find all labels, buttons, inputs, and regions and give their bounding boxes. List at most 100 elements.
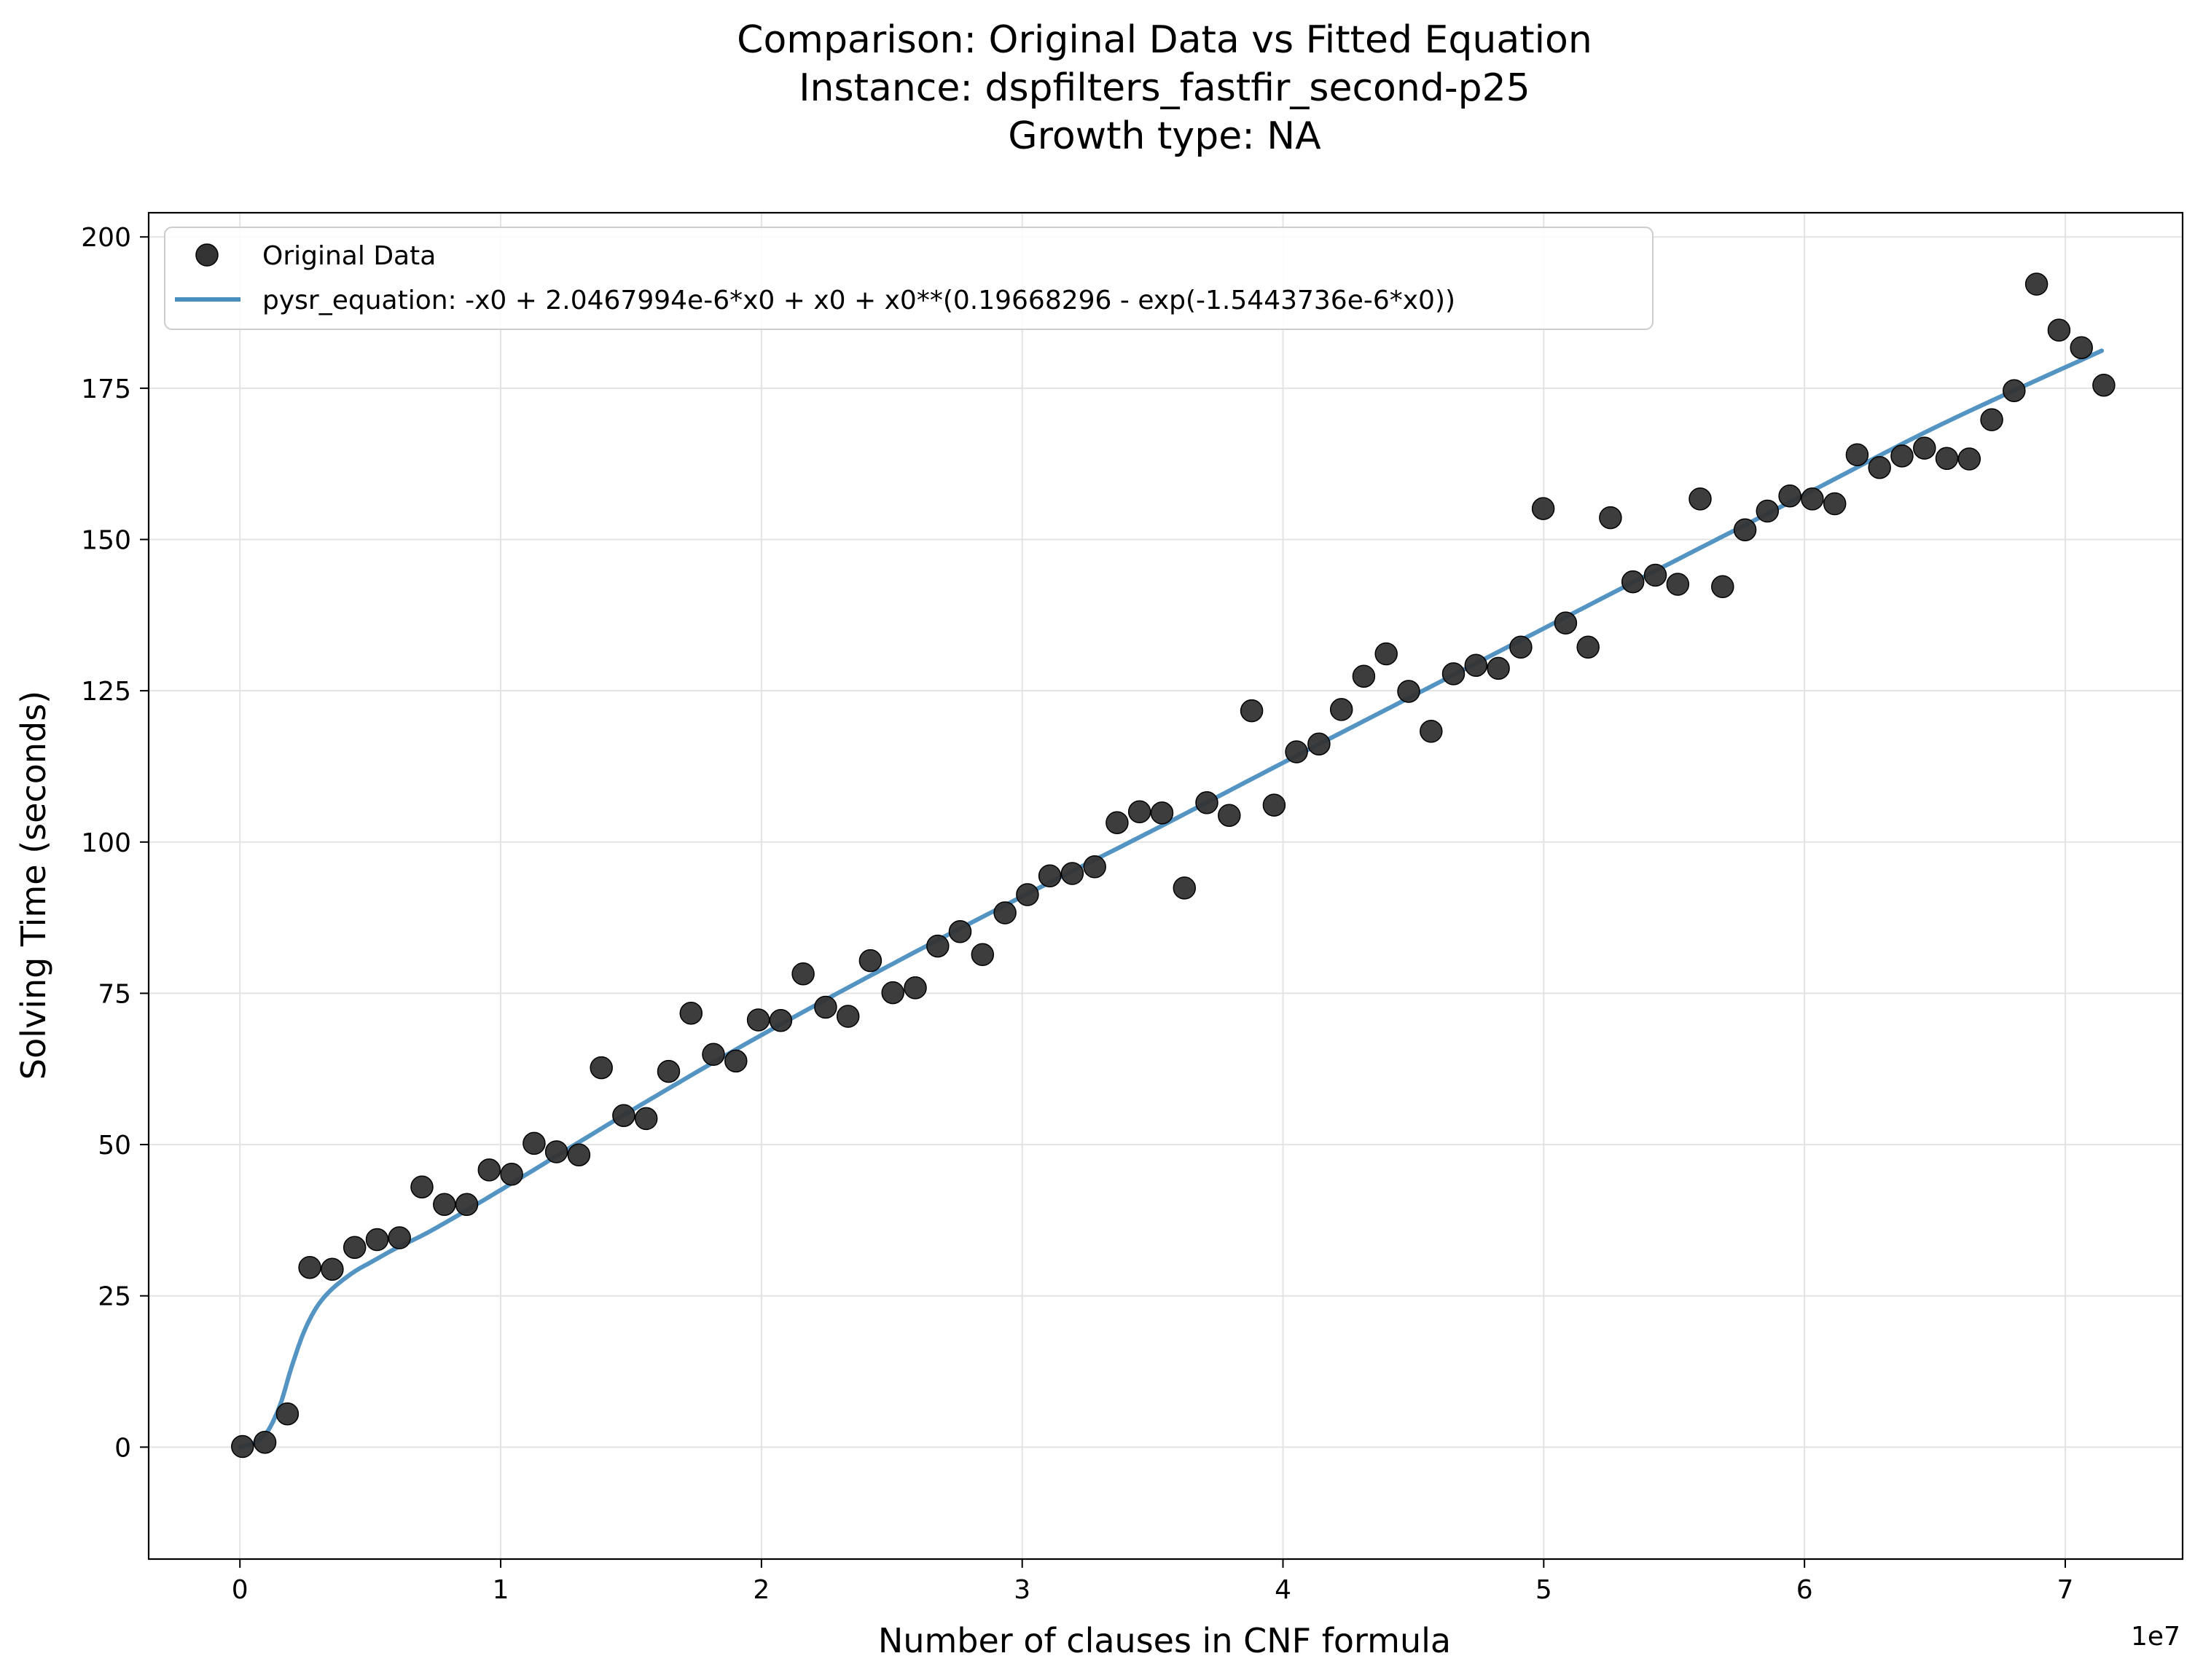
data-point xyxy=(1733,518,1757,541)
legend-box xyxy=(164,227,1654,330)
y-tick-label: 100 xyxy=(81,828,131,858)
x-tick-label: 2 xyxy=(753,1575,770,1605)
legend-label-original-data: Original Data xyxy=(262,241,436,271)
data-point xyxy=(1554,611,1578,635)
data-point xyxy=(634,1107,658,1131)
y-tick-label: 25 xyxy=(98,1282,131,1312)
data-point xyxy=(1957,447,1981,471)
data-point xyxy=(1666,573,1690,596)
plot-area-frame xyxy=(147,211,2184,1561)
data-point xyxy=(1599,506,1622,530)
data-point xyxy=(971,943,995,967)
data-point xyxy=(904,976,927,1000)
x-tick-label: 3 xyxy=(1014,1575,1030,1605)
data-point xyxy=(1935,447,1959,470)
data-point xyxy=(702,1043,725,1067)
data-point xyxy=(1083,855,1106,879)
y-tick-label: 0 xyxy=(114,1433,131,1463)
data-point xyxy=(1531,497,1555,520)
data-point xyxy=(567,1143,591,1166)
data-point xyxy=(1038,864,1062,888)
data-point xyxy=(1576,635,1600,659)
data-point xyxy=(388,1226,411,1249)
data-point xyxy=(1487,656,1510,680)
y-tick-label: 150 xyxy=(81,526,131,556)
data-point xyxy=(1823,492,1847,516)
data-point xyxy=(612,1104,635,1127)
data-point xyxy=(1890,444,1914,468)
data-point xyxy=(1240,699,1264,723)
data-point xyxy=(343,1236,367,1260)
data-point xyxy=(1262,793,1286,817)
data-point xyxy=(948,919,972,943)
data-point xyxy=(1980,408,2003,431)
data-point xyxy=(1711,575,1734,599)
data-point xyxy=(1756,499,1780,523)
data-point xyxy=(1441,662,1466,686)
data-point xyxy=(1016,883,1039,906)
data-point xyxy=(455,1193,479,1217)
data-point xyxy=(1689,487,1712,511)
data-point xyxy=(523,1131,546,1155)
data-point xyxy=(2003,379,2026,402)
data-point xyxy=(1801,487,1824,511)
data-point xyxy=(1845,443,1869,466)
data-point xyxy=(679,1002,703,1025)
y-axis-label: Solving Time (seconds) xyxy=(14,691,53,1080)
legend: Original Data pysr_equation: -x0 + 2.046… xyxy=(164,227,1654,330)
data-point xyxy=(836,1005,860,1028)
data-point xyxy=(1868,455,1891,479)
x-tick-label: 6 xyxy=(1796,1575,1813,1605)
data-point xyxy=(2070,336,2093,359)
scatter-points xyxy=(231,272,2116,1459)
chart-title-line-1: Comparison: Original Data vs Fitted Equa… xyxy=(737,18,1592,62)
data-point xyxy=(321,1257,344,1281)
data-point xyxy=(814,995,837,1019)
data-point xyxy=(1397,680,1420,703)
data-point xyxy=(1643,563,1667,587)
data-point xyxy=(1778,484,1801,508)
data-point xyxy=(477,1158,501,1182)
data-point xyxy=(769,1009,793,1032)
y-tick-label: 175 xyxy=(81,374,131,404)
data-point xyxy=(993,901,1017,925)
data-point xyxy=(881,981,904,1005)
data-point xyxy=(926,934,950,958)
chart-title-line-2: Instance: dspfilters_fastfir_second-p25 xyxy=(799,66,1530,110)
data-point xyxy=(1218,804,1241,827)
data-point xyxy=(1374,642,1398,666)
data-point xyxy=(1150,801,1174,825)
data-point xyxy=(2092,373,2116,397)
data-point xyxy=(2024,272,2049,296)
y-axis-ticks: 0 25 50 75 100 125 150 175 200 xyxy=(81,223,149,1463)
data-point xyxy=(298,1255,321,1279)
data-point xyxy=(365,1228,389,1252)
y-tick-label: 125 xyxy=(81,677,131,707)
data-point xyxy=(410,1175,434,1198)
data-point xyxy=(746,1008,770,1032)
x-axis-ticks: 0 1 2 3 4 5 6 7 xyxy=(232,1559,2074,1605)
fitted-equation-line xyxy=(238,348,2105,1450)
data-point xyxy=(1195,791,1218,815)
legend-label-pysr-equation: pysr_equation: -x0 + 2.0467994e-6*x0 + x… xyxy=(262,286,1455,315)
legend-marker-original-data xyxy=(195,243,219,267)
data-point xyxy=(657,1059,681,1083)
data-point xyxy=(1060,862,1084,885)
x-tick-label: 1 xyxy=(493,1575,509,1605)
data-point xyxy=(1420,720,1443,743)
y-tick-label: 200 xyxy=(81,223,131,253)
data-point xyxy=(1509,635,1533,659)
chart-title: Comparison: Original Data vs Fitted Equa… xyxy=(737,18,1592,158)
data-point xyxy=(2047,318,2071,342)
x-tick-label: 7 xyxy=(2057,1575,2074,1605)
data-point xyxy=(500,1163,523,1186)
y-tick-label: 75 xyxy=(98,979,131,1009)
data-point xyxy=(1173,876,1197,900)
chart-title-line-3: Growth type: NA xyxy=(1008,114,1321,158)
x-tick-label: 5 xyxy=(1535,1575,1552,1605)
data-point xyxy=(253,1430,277,1454)
data-point xyxy=(1329,698,1353,721)
data-point xyxy=(544,1140,568,1163)
x-axis-label: Number of clauses in CNF formula xyxy=(878,1621,1451,1660)
